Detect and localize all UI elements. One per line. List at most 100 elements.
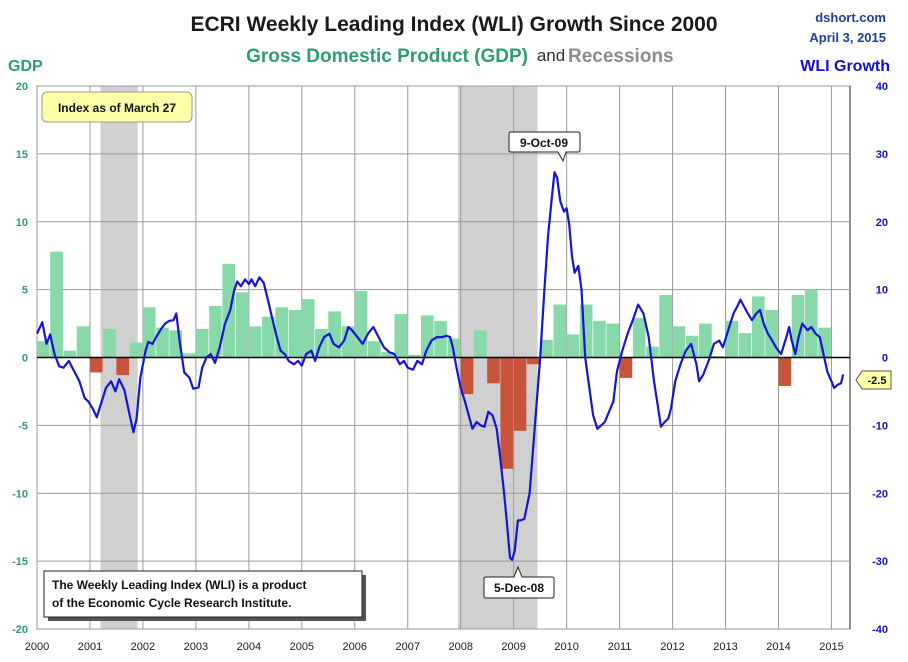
x-tick-label: 2007 [396,641,420,653]
note-line-2: of the Economic Cycle Research Institute… [52,596,291,610]
gdp-bar [818,327,831,358]
gdp-bar [738,333,752,358]
gdp-bar [420,315,434,358]
gdp-bar [553,304,567,358]
gdp-bar [76,326,90,358]
y-right-tick-label: 30 [876,149,888,161]
x-tick-label: 2000 [25,641,49,653]
x-tick-label: 2014 [766,641,790,653]
right-axis-title: WLI Growth [800,58,890,75]
y-left-tick-label: 10 [16,217,28,229]
y-left-tick-label: 20 [16,81,28,93]
y-right-tick-label: -10 [872,420,888,432]
y-left-tick-label: -20 [12,624,28,636]
gdp-bar [540,339,553,358]
last-value-label: -2.5 [868,375,887,387]
gdp-bar [222,263,236,358]
x-tick-label: 2003 [184,641,208,653]
x-tick-label: 2015 [819,641,843,653]
gdp-bar [434,320,447,358]
y-right-tick-label: -20 [872,488,888,500]
subtitle-recessions: Recessions [568,46,674,67]
x-tick-label: 2004 [237,641,261,653]
gdp-bar [209,305,222,358]
x-tick-label: 2013 [713,641,737,653]
gdp-bar [725,320,739,358]
gdp-bar [368,341,381,358]
gdp-bar [129,342,143,358]
gdp-bar [659,295,672,358]
y-right-tick-label: 10 [876,285,888,297]
x-tick-label: 2002 [131,641,155,653]
x-tick-label: 2009 [501,641,525,653]
gdp-bar [526,357,540,365]
gdp-bar [778,357,792,387]
gdp-bar [407,354,421,358]
y-right-tick-label: 0 [882,353,888,365]
y-left-tick-label: 15 [16,149,28,161]
peak-callout-label: 9-Oct-09 [520,136,568,150]
gdp-bar [354,290,368,358]
gdp-bar [301,299,315,358]
gdp-bar [699,323,712,358]
gdp-bar [235,292,249,358]
gdp-bar [195,328,209,358]
y-left-tick-label: 0 [22,353,28,365]
x-tick-label: 2012 [660,641,684,653]
y-left-tick-label: -5 [18,420,28,432]
gdp-bar [156,327,169,358]
gdp-bar [513,357,527,431]
gdp-bar [63,350,77,358]
gdp-bar [593,320,606,358]
gdp-bar [89,357,103,373]
gdp-bar [103,328,116,358]
gdp-bar [341,326,355,358]
y-left-tick-label: -15 [12,556,28,568]
note-line-1: The Weekly Leading Index (WLI) is a prod… [52,578,306,592]
gdp-bar [632,318,646,358]
x-tick-label: 2010 [554,641,578,653]
axis-ticks: 20151050-5-10-15-20403020100-10-20-30-40… [12,81,888,653]
x-tick-label: 2011 [608,641,632,653]
x-tick-label: 2008 [448,641,472,653]
last-value-tag [855,370,892,390]
gdp-bar [606,323,620,358]
subtitle-gdp: Gross Domestic Product (GDP) [246,46,528,67]
gdp-bar [262,316,275,358]
y-right-tick-label: 40 [876,81,888,93]
gdp-bar [646,346,659,358]
y-right-tick-label: -40 [872,624,888,636]
x-tick-label: 2001 [78,641,102,653]
trough-callout-label: 5-Dec-08 [494,581,544,595]
gdp-bar [37,341,50,358]
gdp-bar [672,326,686,358]
y-right-tick-label: 20 [876,217,888,229]
gdp-bar [288,309,302,358]
gdp-bar [487,357,500,384]
gdp-bar [566,334,580,358]
chart-title: ECRI Weekly Leading Index (WLI) Growth S… [190,13,717,36]
gdp-bar [791,295,805,358]
gdp-bar [460,357,474,395]
gdp-bar [619,357,633,378]
wli-series-line [36,171,845,561]
y-right-tick-label: -30 [872,556,888,568]
x-tick-label: 2005 [290,641,314,653]
gdp-bar [394,314,408,358]
wli-line [36,171,845,561]
credit-site: dshort.com [815,10,886,25]
gdp-bar [248,326,262,358]
note-box [43,570,363,618]
gdp-bar [182,353,196,358]
peak-callout-box [508,131,581,163]
left-axis-title: GDP [8,58,43,75]
gdp-bar [50,251,63,358]
gdp-bar [500,357,514,469]
gdp-bar [752,296,765,358]
gdp-bar [116,357,130,376]
subtitle-and: and [537,46,565,65]
gdp-bar [473,330,487,358]
x-tick-label: 2006 [343,641,367,653]
y-left-tick-label: -10 [12,488,28,500]
